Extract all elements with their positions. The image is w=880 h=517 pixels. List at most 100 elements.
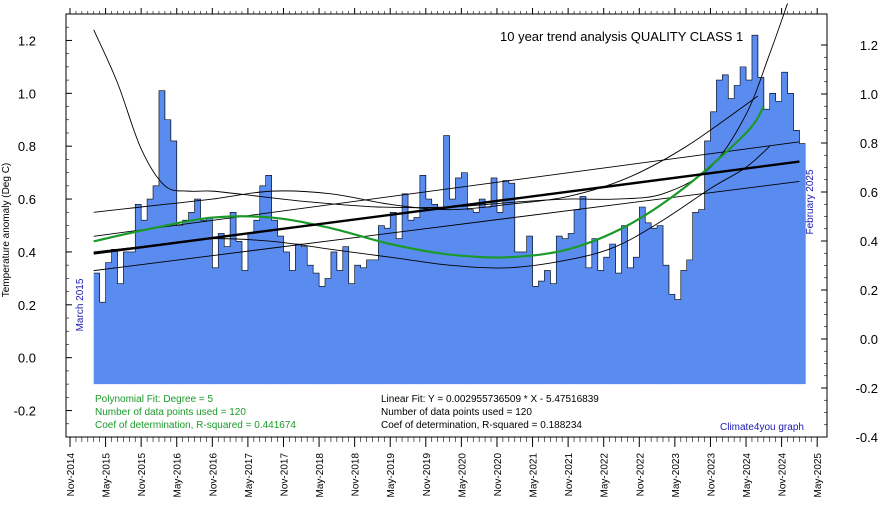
anomaly-bar: [787, 93, 794, 385]
anomaly-bar: [544, 270, 551, 385]
anomaly-bar: [722, 74, 729, 385]
y-tick-label-right: 0.0: [860, 332, 878, 347]
anomaly-bar: [283, 251, 290, 385]
anomaly-bar: [686, 259, 694, 385]
y-tick-label-right: 1.0: [860, 87, 878, 102]
anomaly-bar: [781, 72, 788, 385]
anomaly-bar: [158, 90, 166, 385]
anomaly-bar: [206, 217, 213, 385]
linear-fit-info: Linear Fit: Y = 0.002955736509 * X - 5.4…: [381, 394, 599, 431]
x-tick-label: Nov-2024: [778, 453, 789, 497]
anomaly-bar: [574, 209, 581, 385]
anomaly-bar: [591, 238, 599, 385]
x-tick-label: Nov-2015: [137, 453, 148, 497]
start-date-label: March 2015: [75, 278, 86, 331]
anomaly-bar: [562, 238, 569, 385]
anomaly-bar: [657, 225, 664, 385]
anomaly-bar: [698, 209, 705, 385]
anomaly-bar: [342, 246, 350, 385]
chart-title: 10 year trend analysis QUALITY CLASS 1: [500, 29, 743, 44]
anomaly-bar: [728, 98, 735, 385]
x-tick-label: May-2017: [244, 453, 255, 498]
anomaly-bar: [360, 267, 367, 385]
anomaly-bar: [289, 270, 296, 385]
anomaly-bar: [467, 209, 474, 385]
anomaly-bar: [372, 259, 379, 385]
anomaly-bar: [568, 233, 575, 385]
anomaly-bar: [692, 212, 699, 385]
anomaly-bar: [514, 251, 522, 385]
y-tick-label-right: -0.4: [856, 430, 878, 445]
anomaly-bar: [348, 283, 356, 385]
anomaly-bar: [609, 244, 616, 385]
anomaly-bar: [449, 199, 456, 385]
y-tick-label-left: 0.2: [18, 298, 36, 313]
anomaly-bar: [538, 281, 545, 385]
anomaly-bar: [746, 80, 753, 385]
anomaly-bar: [129, 251, 136, 385]
anomaly-bar: [295, 244, 302, 385]
y-axis-label: Temperature anomaly (Deg C): [1, 163, 12, 298]
anomaly-bar: [508, 183, 516, 385]
axes: 1.2 1.0 0.8 0.6 0.4 0.2 0.0 -0.2 1.2 1.0 0.8 0.6 0.4…: [14, 8, 878, 497]
anomaly-bar: [182, 220, 189, 385]
linear-fit-points: Number of data points used = 120: [381, 407, 532, 418]
anomaly-bar: [265, 175, 273, 385]
anomaly-bar: [479, 199, 486, 385]
anomaly-bar: [550, 283, 557, 385]
anomaly-bar: [384, 228, 391, 385]
y-tick-label-right: -0.2: [856, 381, 878, 396]
x-tick-label: Nov-2017: [279, 453, 290, 497]
linear-fit-equation: Linear Fit: Y = 0.002955736509 * X - 5.4…: [381, 394, 599, 405]
anomaly-bar: [396, 238, 403, 385]
x-tick-label: May-2023: [671, 453, 682, 498]
x-tick-label: May-2019: [386, 453, 397, 498]
anomaly-bar: [668, 294, 676, 385]
x-tick-label: May-2016: [173, 453, 184, 498]
anomaly-bar: [259, 185, 267, 385]
y-tick-label-right: 0.4: [860, 234, 878, 249]
polynomial-bound-3-line: [93, 95, 759, 213]
polynomial-fit-info: Polynomial Fit: Degree = 5 Number of dat…: [95, 394, 296, 431]
anomaly-bar: [645, 222, 652, 385]
anomaly-bar: [93, 273, 101, 385]
anomaly-bar: [176, 225, 184, 385]
fit-lines: [93, 3, 800, 272]
anomaly-bar: [224, 246, 231, 385]
anomaly-bar: [105, 262, 112, 385]
y-tick-label-right: 0.2: [860, 283, 878, 298]
anomaly-bar: [147, 199, 154, 385]
linear-fit-line: [93, 160, 800, 255]
anomaly-bar: [408, 220, 415, 385]
anomaly-bar: [597, 270, 605, 385]
x-tick-label: Nov-2019: [422, 453, 433, 497]
anomaly-bar: [651, 228, 658, 385]
anomaly-bar: [413, 217, 421, 385]
anomaly-bar: [556, 236, 563, 385]
anomaly-bar: [141, 220, 148, 385]
anomaly-bar: [502, 180, 510, 385]
y-tick-label-left: 0.8: [18, 139, 36, 154]
anomaly-bar: [769, 93, 777, 385]
anomaly-bar: [402, 193, 409, 385]
anomaly-bar: [443, 135, 450, 385]
anomaly-bar: [277, 236, 284, 385]
anomaly-bar: [674, 299, 682, 385]
linear-fit-upper-line: [93, 141, 800, 237]
anomaly-bar: [253, 220, 261, 385]
anomaly-bar: [704, 140, 711, 385]
anomaly-bar: [390, 212, 397, 385]
anomaly-bar: [230, 212, 237, 385]
credit-label: Climate4you graph: [720, 422, 804, 433]
anomaly-bar: [324, 278, 332, 385]
anomaly-bar: [751, 35, 759, 385]
anomaly-bar: [437, 209, 444, 385]
anomaly-bar: [633, 257, 640, 385]
anomaly-bar: [117, 283, 124, 385]
anomaly-bar: [153, 185, 160, 385]
anomaly-bar: [378, 225, 385, 385]
y-tick-label-left: 1.0: [18, 86, 36, 101]
anomaly-bar: [627, 267, 634, 385]
anomaly-bar: [496, 212, 504, 385]
